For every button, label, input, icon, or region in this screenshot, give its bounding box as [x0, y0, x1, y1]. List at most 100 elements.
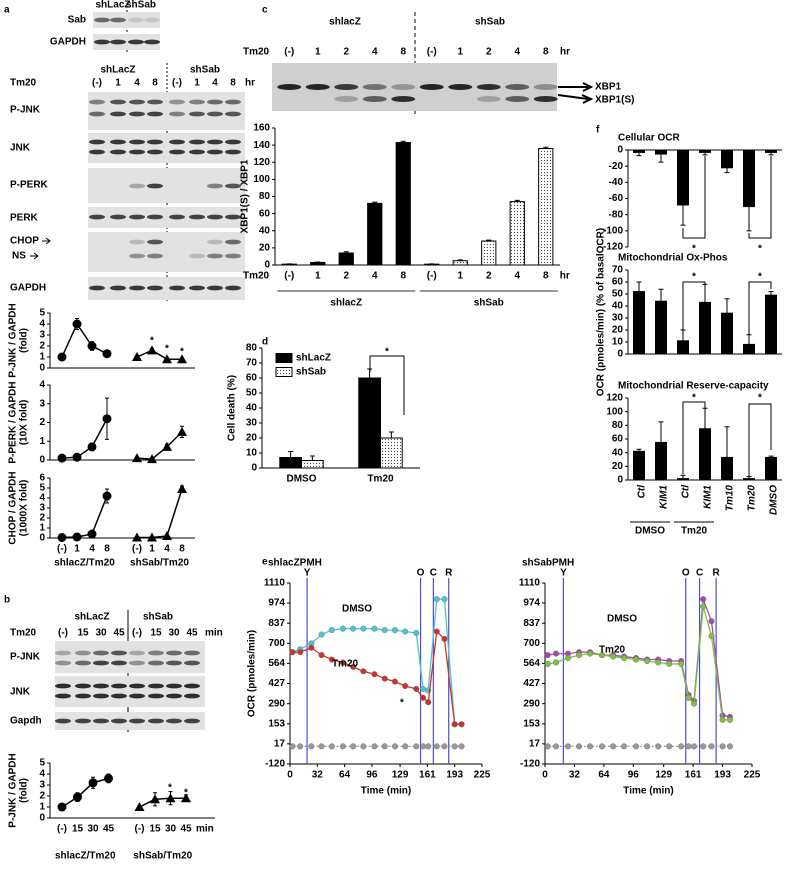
x-tick-label: 193 — [714, 770, 731, 781]
x-tick-label: 193 — [446, 770, 463, 781]
panel-letter: f — [596, 125, 600, 136]
x-tick-label: 8 — [543, 271, 549, 282]
bar — [634, 292, 645, 354]
y-tick-label: 4 — [39, 380, 45, 391]
marker — [686, 744, 692, 750]
band — [128, 18, 144, 23]
x-tick-label: 64 — [339, 770, 351, 781]
band — [169, 112, 185, 117]
band — [75, 694, 91, 699]
x-tick-label: DMSO — [287, 474, 317, 485]
marker — [58, 803, 67, 812]
blot — [55, 641, 205, 673]
marker — [442, 596, 448, 602]
band — [110, 40, 126, 45]
y-tick-label: 837 — [523, 618, 540, 629]
marker — [382, 676, 388, 682]
marker — [565, 655, 571, 661]
error-bar — [681, 330, 686, 341]
marker — [565, 744, 571, 750]
marker — [382, 744, 388, 750]
y-tick-label: 40 — [259, 225, 271, 236]
lane-label: 1 — [315, 47, 321, 58]
row-label: NS — [12, 251, 26, 262]
lane-label: 45 — [186, 628, 198, 639]
lane-label: (-) — [58, 628, 68, 639]
event-label: R — [445, 568, 453, 579]
band — [534, 96, 558, 102]
bar — [510, 202, 524, 265]
band — [169, 215, 185, 220]
series-label: Tm20 — [332, 659, 359, 670]
marker — [709, 633, 715, 639]
y-tick-label: -60 — [609, 193, 624, 204]
x-tick-label: KIM1 — [703, 485, 714, 509]
band — [129, 184, 145, 189]
y-tick-label: 0 — [39, 363, 45, 374]
event-label: Y — [560, 568, 567, 579]
series-line — [62, 496, 107, 538]
marker — [402, 629, 408, 635]
marker — [73, 453, 82, 462]
marker — [329, 744, 335, 750]
marker — [58, 533, 67, 542]
band — [189, 150, 205, 155]
band — [89, 100, 105, 105]
marker — [459, 744, 465, 750]
panel-letter: d — [262, 337, 268, 348]
error-bar — [288, 452, 293, 458]
band — [144, 18, 160, 23]
band — [147, 140, 163, 145]
y-tick-label: 160 — [253, 123, 270, 134]
marker — [452, 721, 458, 727]
significance: * — [758, 272, 762, 283]
x-tick-label: (-) — [284, 271, 294, 282]
band — [225, 150, 241, 155]
y-tick-label: 5 — [39, 308, 45, 319]
event-label: Y — [304, 568, 311, 579]
x-tick-label: 4 — [89, 544, 95, 555]
y-axis-label: (1000X fold) — [19, 480, 30, 537]
y-tick-label: 10 — [246, 448, 258, 459]
error-bar — [725, 168, 730, 173]
bar — [766, 457, 777, 480]
x-tick-label: (-) — [132, 544, 142, 555]
error-bar — [637, 282, 642, 292]
error-bar — [747, 207, 752, 231]
band — [207, 100, 223, 105]
bar — [744, 479, 755, 480]
marker — [309, 645, 315, 651]
marker — [88, 442, 97, 451]
marker — [88, 530, 97, 539]
lane-group: shLacZ — [74, 612, 109, 623]
marker — [319, 652, 325, 658]
x-tick-label: KIM1 — [659, 485, 670, 509]
marker — [413, 686, 419, 692]
marker — [553, 651, 559, 657]
band — [207, 184, 223, 189]
y-tick-label: 60 — [246, 373, 258, 384]
marker — [700, 604, 706, 610]
y-tick-label: 0 — [617, 145, 623, 156]
y-tick-label: 1 — [39, 352, 45, 363]
y-tick-label: 290 — [523, 698, 540, 709]
legend-label: shSab — [296, 367, 326, 378]
y-axis-label: (10X fold) — [19, 400, 30, 446]
y-axis-label: OCR (pmoles/min) — [247, 630, 258, 717]
lane-label: 30 — [168, 628, 180, 639]
marker — [425, 744, 431, 750]
y-tick-label: -80 — [609, 209, 624, 220]
marker — [73, 320, 82, 329]
band — [306, 84, 330, 90]
group-label: shlacZ/Tm20 — [54, 558, 115, 569]
group-label: shlacZ — [330, 298, 362, 309]
y-tick-label: 837 — [268, 618, 285, 629]
y-tick-label: 153 — [523, 718, 540, 729]
band — [129, 140, 145, 145]
marker — [309, 744, 315, 750]
band — [75, 651, 91, 656]
marker — [329, 627, 335, 633]
marker — [350, 744, 356, 750]
band — [89, 112, 105, 117]
